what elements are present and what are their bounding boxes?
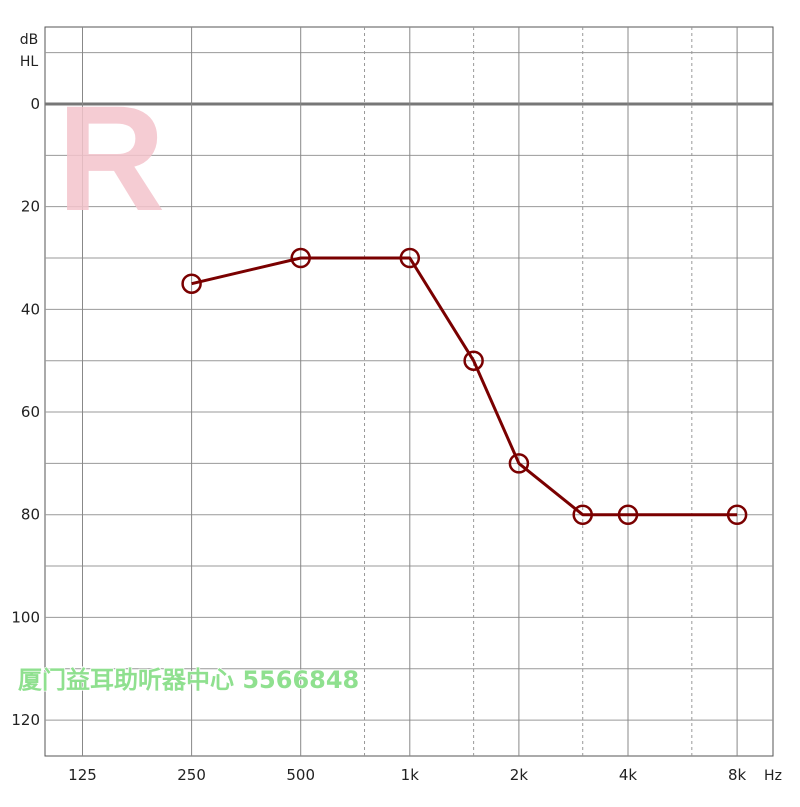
y-tick-label: 120 <box>11 711 40 729</box>
threshold-point <box>181 273 202 294</box>
threshold-point <box>726 504 748 525</box>
x-tick-label: 1k <box>401 766 420 784</box>
x-tick-label: 4k <box>619 766 638 784</box>
y-unit-db: dB <box>20 32 39 48</box>
x-tick-label: 125 <box>68 766 97 784</box>
watermark-text: 厦门益耳助听器中心 5566848 <box>18 666 359 694</box>
threshold-point <box>290 247 311 269</box>
right-ear-mark: R <box>57 74 165 242</box>
threshold-series <box>181 247 748 525</box>
x-tick-label: 250 <box>177 766 206 784</box>
x-tick-labels: 125 250 500 1k 2k 4k 8k <box>68 766 746 784</box>
x-tick-label: 500 <box>286 766 315 784</box>
y-tick-label: 0 <box>30 95 40 113</box>
plot-border <box>44 26 774 757</box>
y-tick-label: 40 <box>21 300 40 318</box>
threshold-point <box>463 350 484 371</box>
y-tick-label: 80 <box>21 506 40 524</box>
x-tick-label: 8k <box>728 766 747 784</box>
threshold-point <box>617 504 639 525</box>
y-tick-label: 60 <box>21 403 40 421</box>
y-tick-labels: 0 20 40 60 80 100 120 <box>11 95 40 729</box>
y-unit-hl: HL <box>20 54 39 70</box>
threshold-point <box>508 453 530 474</box>
plot-frame <box>44 26 774 757</box>
threshold-point <box>399 247 421 269</box>
x-tick-label: 2k <box>510 766 529 784</box>
threshold-line <box>191 256 738 517</box>
y-tick-label: 20 <box>21 198 40 216</box>
y-tick-label: 100 <box>11 608 40 626</box>
threshold-point <box>572 504 593 525</box>
x-unit-hz: Hz <box>764 768 782 784</box>
